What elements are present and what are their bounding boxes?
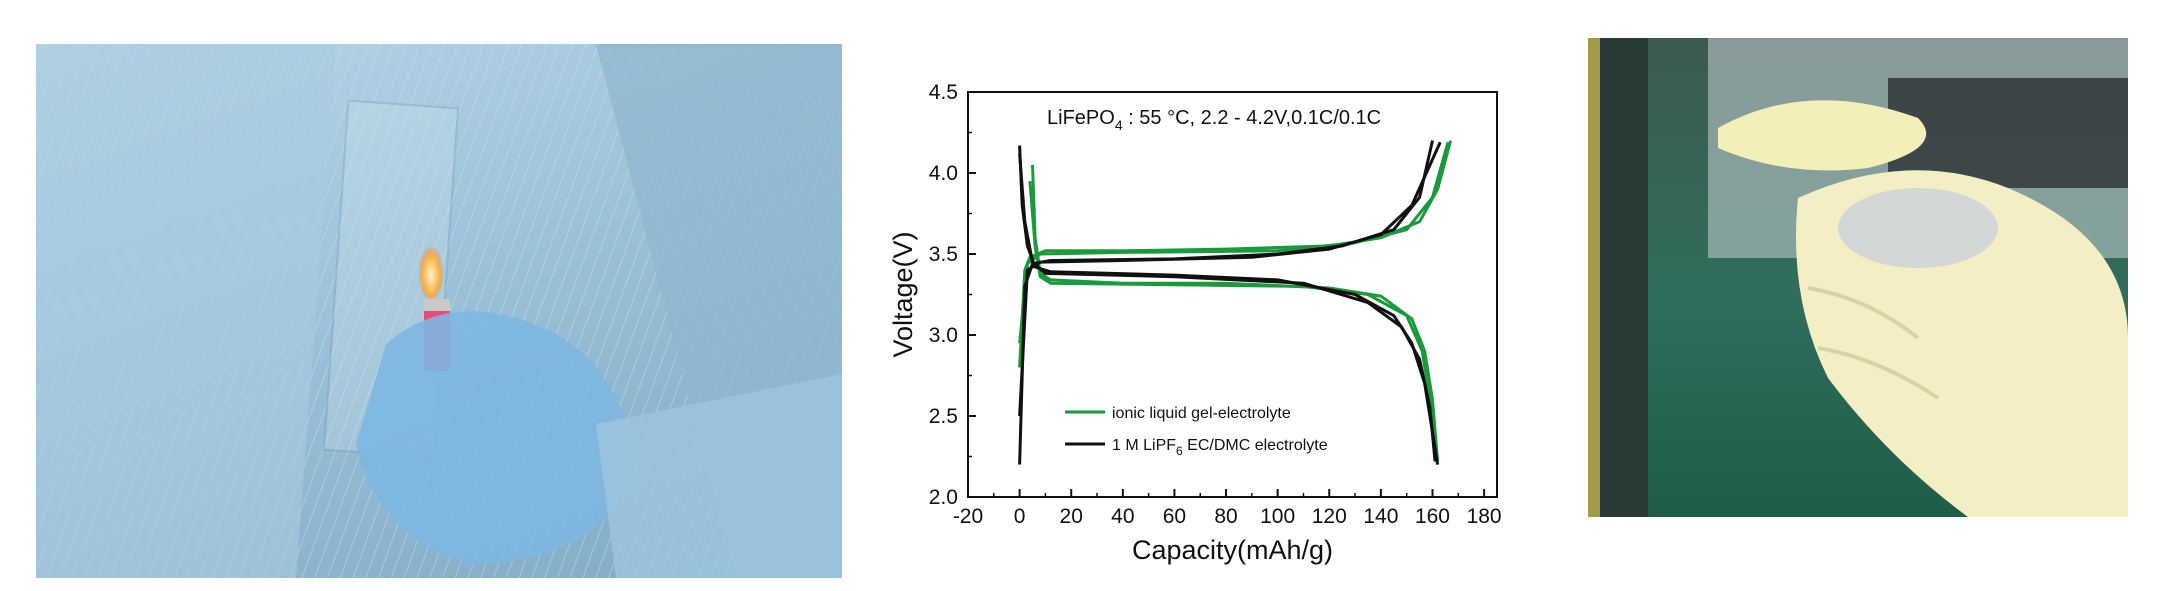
y-tick-label-2: 3.0 [929, 324, 958, 347]
plot-frame [967, 91, 1498, 498]
x-axis-title: Capacity(mAh/g) [1132, 535, 1333, 565]
series-1-curve-1 [1018, 141, 1442, 417]
series-1-curve-0 [1018, 140, 1434, 465]
gel-electrolyte-sample-photo [1588, 38, 2128, 517]
x-tick-label-10: 180 [1467, 505, 1502, 528]
series-0-curve-1 [1018, 141, 1450, 344]
legend-label-1: 1 M LiPF6 EC/DMC electrolyte [1112, 437, 1328, 458]
chart-title: LiFePO4 : 55 °C, 2.2 - 4.2V,0.1C/0.1C [1047, 107, 1381, 133]
x-tick-label-3: 40 [1111, 505, 1134, 528]
series-1-curve-3 [1018, 153, 1437, 462]
y-tick-label-3: 3.5 [929, 243, 958, 266]
x-tick-label-9: 160 [1415, 505, 1450, 528]
series-0-curve-2 [1031, 164, 1440, 462]
y-tick-label-0: 2.0 [929, 486, 958, 509]
x-tick-label-0: -20 [953, 505, 983, 528]
legend-label-0: ionic liquid gel-electrolyte [1112, 405, 1291, 422]
y-tick-label-4: 4.0 [929, 162, 958, 185]
x-tick-label-7: 120 [1312, 505, 1347, 528]
series-1-curve-2 [1018, 145, 1440, 465]
y-axis-title: Voltage(V) [888, 231, 918, 357]
flame-test-illustration [36, 44, 842, 578]
series-0-curve-0 [1018, 140, 1453, 368]
gloved-hand-illustration [1588, 38, 2128, 517]
lab-flame-test-photo [36, 44, 842, 578]
series-0-curve-3 [1028, 180, 1437, 462]
y-tick-label-1: 2.5 [929, 405, 958, 428]
x-tick-label-1: 0 [1014, 505, 1026, 528]
x-tick-label-8: 140 [1363, 505, 1398, 528]
x-tick-label-2: 20 [1060, 505, 1083, 528]
x-tick-label-6: 100 [1260, 505, 1295, 528]
y-tick-label-5: 4.5 [929, 81, 958, 104]
x-tick-label-4: 60 [1163, 505, 1186, 528]
x-tick-label-5: 80 [1214, 505, 1237, 528]
